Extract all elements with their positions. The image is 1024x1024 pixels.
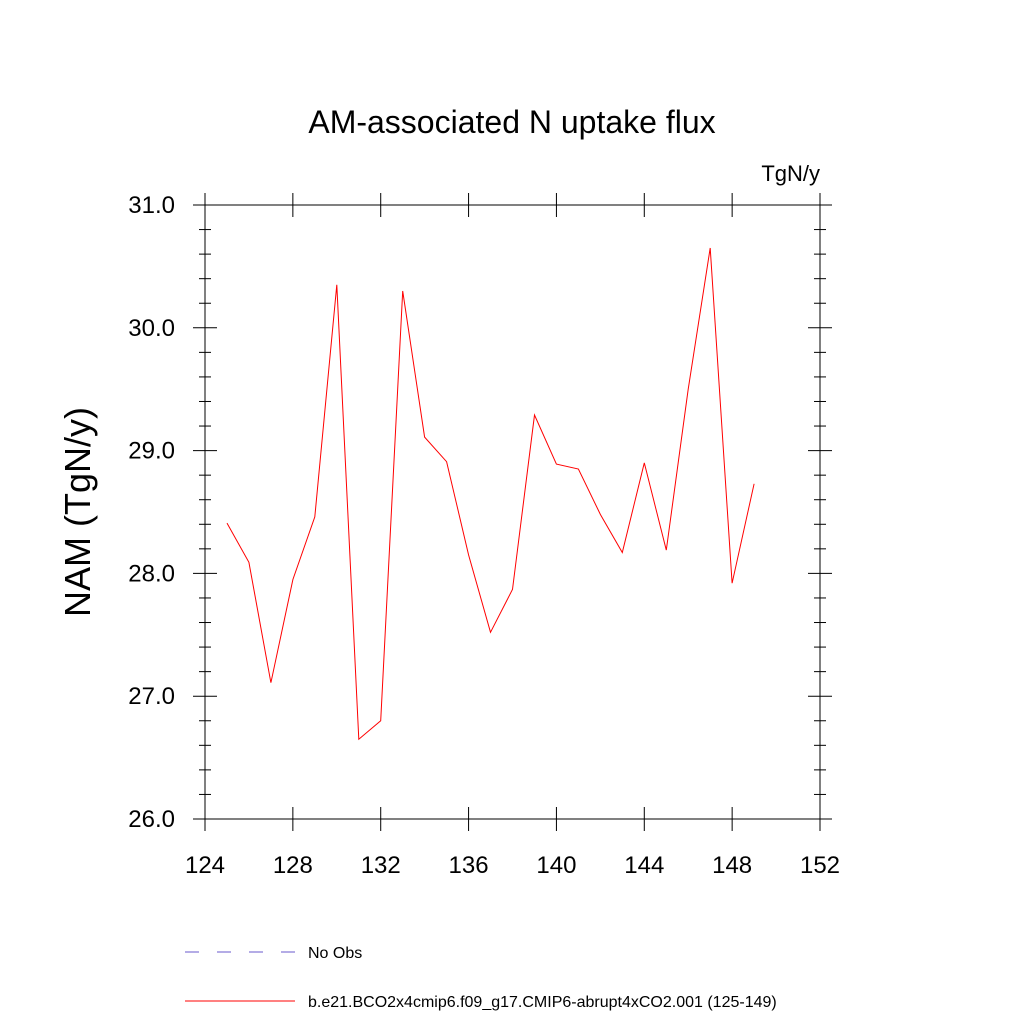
x-axis-ticks: 124 128 132 136 140 144 148 152 bbox=[185, 193, 840, 879]
plot-frame bbox=[204, 204, 821, 820]
y-axis-ticks: 26.0 27.0 28.0 29.0 30.0 31.0 bbox=[128, 192, 832, 833]
x-tick-label: 128 bbox=[273, 852, 313, 879]
x-tick-label: 148 bbox=[712, 852, 752, 879]
y-tick-label: 29.0 bbox=[128, 438, 175, 465]
chart-title: AM-associated N uptake flux bbox=[308, 104, 715, 140]
series-layer bbox=[226, 247, 755, 741]
legend-label-no-obs: No Obs bbox=[308, 945, 362, 962]
units-label: TgN/y bbox=[761, 161, 820, 186]
legend: No Obs b.e21.BCO2x4cmip6.f09_g17.CMIP6-a… bbox=[185, 945, 777, 1011]
y-tick-label: 31.0 bbox=[128, 192, 175, 219]
x-tick-label: 124 bbox=[185, 852, 225, 879]
x-tick-label: 140 bbox=[536, 852, 576, 879]
x-tick-label: 132 bbox=[361, 852, 401, 879]
x-tick-label: 136 bbox=[449, 852, 489, 879]
y-axis-label: NAM (TgN/y) bbox=[57, 407, 98, 617]
legend-label-series: b.e21.BCO2x4cmip6.f09_g17.CMIP6-abrupt4x… bbox=[308, 994, 777, 1011]
y-tick-label: 27.0 bbox=[128, 683, 175, 710]
x-tick-label: 152 bbox=[800, 852, 840, 879]
y-tick-label: 28.0 bbox=[128, 560, 175, 587]
y-tick-label: 26.0 bbox=[128, 806, 175, 833]
y-tick-label: 30.0 bbox=[128, 315, 175, 342]
series-line bbox=[226, 247, 755, 741]
x-tick-label: 144 bbox=[624, 852, 664, 879]
